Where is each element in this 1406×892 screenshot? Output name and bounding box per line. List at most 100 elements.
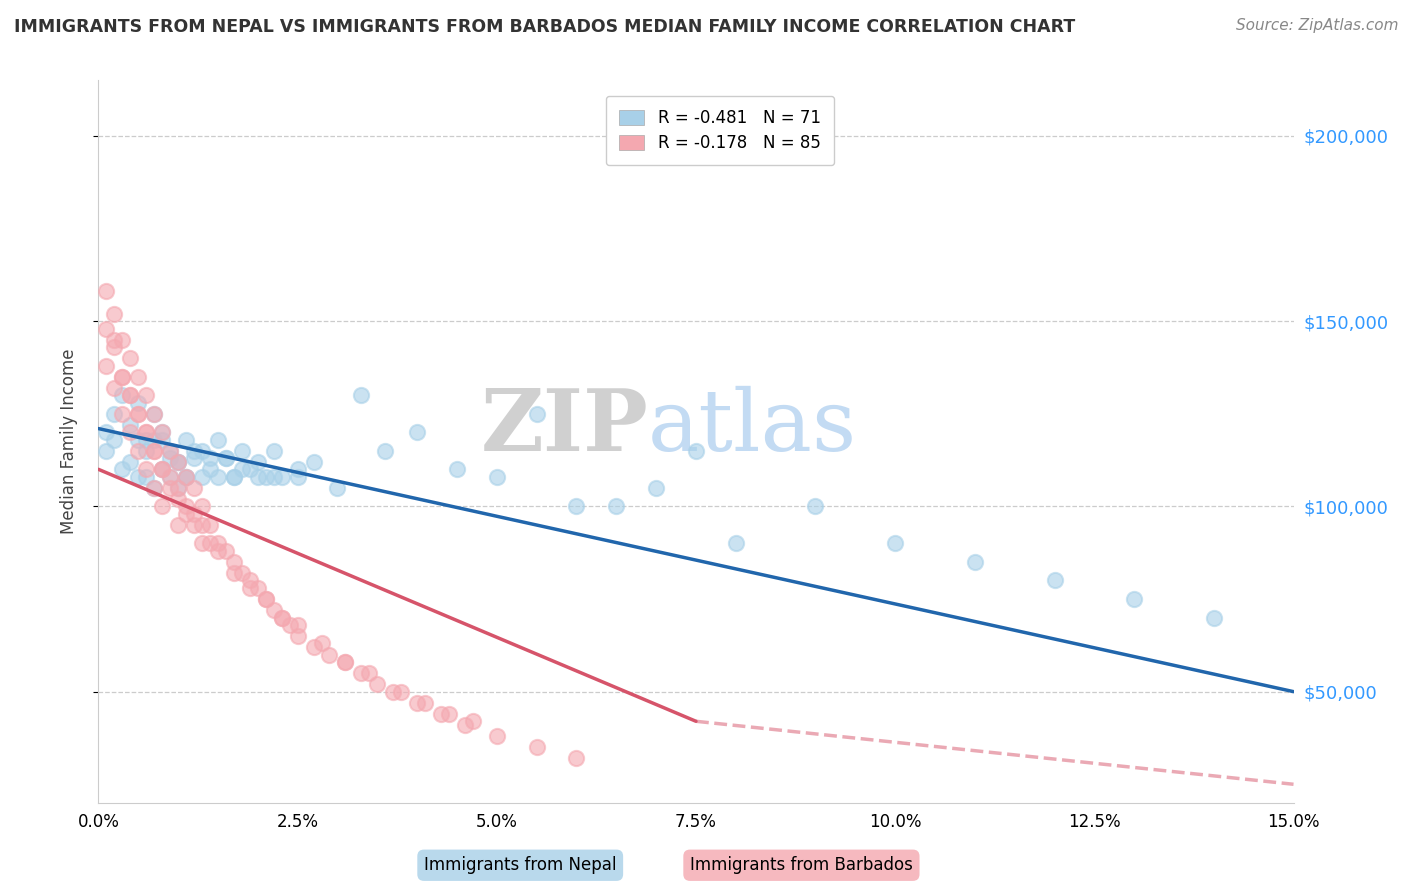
Point — [174, 507, 197, 521]
Point — [485, 729, 508, 743]
Point — [326, 481, 349, 495]
Point — [270, 469, 292, 483]
Point — [150, 425, 173, 440]
Point — [103, 333, 125, 347]
Point — [645, 481, 668, 495]
Point — [804, 500, 827, 514]
Point — [103, 381, 125, 395]
Point — [143, 407, 166, 421]
Point — [135, 388, 157, 402]
Point — [191, 469, 214, 483]
Point — [287, 629, 309, 643]
Point — [198, 517, 221, 532]
Point — [167, 481, 190, 495]
Point — [103, 340, 125, 354]
Y-axis label: Median Family Income: Median Family Income — [59, 349, 77, 534]
Point — [263, 603, 285, 617]
Point — [254, 592, 277, 607]
Legend: R = -0.481   N = 71, R = -0.178   N = 85: R = -0.481 N = 71, R = -0.178 N = 85 — [606, 95, 834, 165]
Point — [215, 451, 238, 466]
Point — [215, 544, 238, 558]
Point — [135, 425, 157, 440]
Point — [461, 714, 484, 729]
Point — [120, 417, 142, 432]
Point — [963, 555, 986, 569]
Point — [207, 469, 229, 483]
Point — [143, 407, 166, 421]
Point — [454, 718, 477, 732]
Point — [143, 481, 166, 495]
Point — [724, 536, 747, 550]
Point — [150, 433, 173, 447]
Point — [246, 469, 269, 483]
Point — [127, 395, 149, 409]
Point — [198, 536, 221, 550]
Point — [111, 407, 134, 421]
Point — [302, 640, 325, 655]
Point — [263, 469, 285, 483]
Point — [231, 462, 253, 476]
Point — [239, 462, 262, 476]
Point — [198, 451, 221, 466]
Point — [485, 469, 508, 483]
Point — [127, 443, 149, 458]
Point — [278, 618, 301, 632]
Point — [127, 469, 149, 483]
Point — [96, 425, 118, 440]
Point — [270, 610, 292, 624]
Point — [287, 618, 309, 632]
Point — [239, 581, 262, 595]
Point — [127, 407, 149, 421]
Point — [222, 469, 245, 483]
Point — [127, 407, 149, 421]
Point — [167, 455, 190, 469]
Point — [231, 443, 253, 458]
Point — [382, 684, 405, 698]
Point — [174, 433, 197, 447]
Point — [96, 359, 118, 373]
Point — [191, 517, 214, 532]
Text: Immigrants from Barbados: Immigrants from Barbados — [690, 856, 912, 874]
Point — [150, 462, 173, 476]
Point — [183, 481, 205, 495]
Point — [150, 425, 173, 440]
Point — [389, 684, 412, 698]
Point — [143, 443, 166, 458]
Point — [183, 443, 205, 458]
Point — [111, 333, 134, 347]
Point — [446, 462, 468, 476]
Point — [1202, 610, 1225, 624]
Point — [246, 581, 269, 595]
Point — [174, 469, 197, 483]
Point — [366, 677, 388, 691]
Point — [215, 451, 238, 466]
Point — [565, 751, 588, 765]
Point — [526, 740, 548, 755]
Point — [159, 469, 181, 483]
Point — [685, 443, 707, 458]
Point — [1043, 574, 1066, 588]
Point — [302, 455, 325, 469]
Point — [183, 451, 205, 466]
Point — [103, 407, 125, 421]
Point — [150, 500, 173, 514]
Point — [174, 469, 197, 483]
Point — [120, 388, 142, 402]
Point — [120, 351, 142, 366]
Point — [103, 307, 125, 321]
Point — [96, 443, 118, 458]
Point — [335, 655, 357, 669]
Point — [111, 388, 134, 402]
Point — [350, 666, 373, 681]
Point — [159, 481, 181, 495]
Text: atlas: atlas — [648, 385, 858, 468]
Point — [135, 469, 157, 483]
Point — [127, 369, 149, 384]
Point — [270, 610, 292, 624]
Point — [406, 425, 429, 440]
Point — [198, 462, 221, 476]
Point — [135, 443, 157, 458]
Point — [167, 481, 190, 495]
Point — [207, 536, 229, 550]
Point — [167, 455, 190, 469]
